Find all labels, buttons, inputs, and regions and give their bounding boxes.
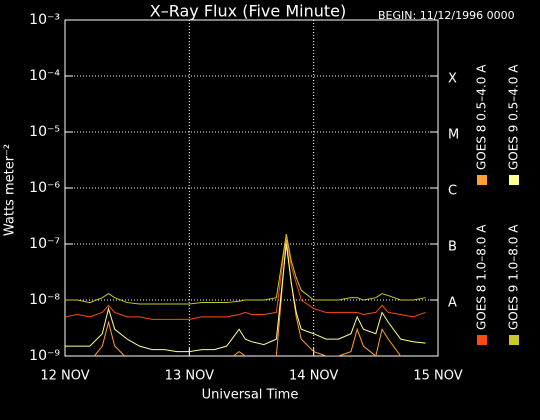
series-line: [65, 234, 426, 305]
y-axis-label: Watts meter⁻²: [3, 144, 18, 236]
x-tick-label: 12 NOV: [40, 369, 89, 384]
chart-title: X–Ray Flux (Five Minute): [150, 2, 346, 21]
y-tick-label: 10⁻³: [29, 12, 60, 28]
x-axis-label: Universal Time: [202, 388, 299, 403]
subtitle: BEGIN: 11/12/1996 0000: [378, 9, 515, 22]
flare-class-label: B: [448, 240, 457, 255]
flare-class-label: A: [448, 296, 457, 311]
plot-lines: [65, 234, 426, 356]
x-tick-label: 13 NOV: [165, 369, 214, 384]
legend-label: GOES 8 1.0–8.0 A: [475, 224, 489, 330]
legend-label: GOES 9 0.5–4.0 A: [507, 64, 521, 170]
y-tick-label: 10⁻⁷: [29, 236, 60, 252]
legend-label: GOES 8 0.5–4.0 A: [475, 64, 489, 170]
y-tick-label: 10⁻⁴: [29, 68, 60, 84]
x-tick-label: 14 NOV: [289, 369, 338, 384]
y-tick-label: 10⁻⁶: [29, 180, 60, 196]
series-line: [93, 239, 404, 356]
legend-swatch: [477, 175, 487, 185]
legend-swatch: [509, 335, 519, 345]
flare-class-label: C: [448, 184, 457, 199]
legend-label: GOES 9 1.0–8.0 A: [507, 224, 521, 330]
series-line: [65, 234, 426, 320]
flare-class-label: M: [448, 128, 459, 143]
legend-swatch: [477, 335, 487, 345]
x-tick-label: 15 NOV: [413, 369, 462, 384]
legend-swatch: [509, 175, 519, 185]
flare-class-label: X: [448, 72, 457, 87]
series-line: [65, 243, 426, 353]
y-tick-label: 10⁻⁵: [29, 124, 60, 140]
y-tick-label: 10⁻⁹: [29, 348, 60, 364]
y-tick-label: 10⁻⁸: [29, 292, 60, 308]
